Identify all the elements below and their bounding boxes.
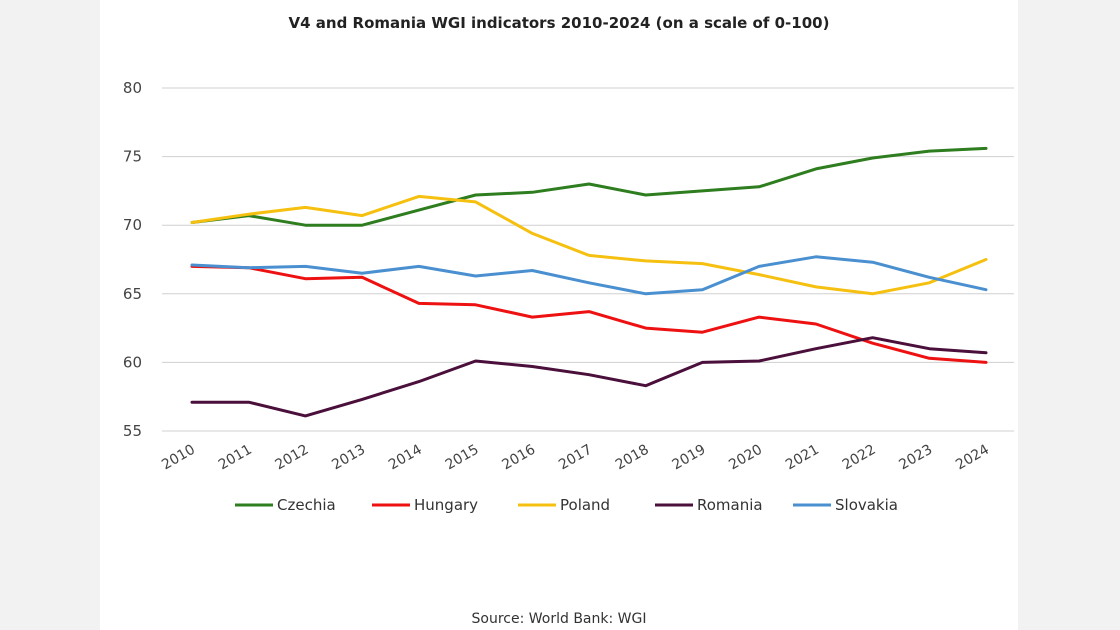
x-tick-label: 2011 [216,442,255,474]
legend-label-hungary: Hungary [414,496,478,514]
x-tick-label: 2010 [159,442,198,474]
y-tick-label: 65 [123,285,142,303]
series-line-slovakia [190,255,988,296]
x-tick-label: 2024 [953,442,992,474]
y-tick-label: 80 [123,79,142,97]
x-tick-label: 2017 [556,442,595,474]
legend-label-poland: Poland [560,496,610,514]
legend-label-romania: Romania [697,496,763,514]
chart-title: V4 and Romania WGI indicators 2010-2024 … [288,14,830,32]
chart-panel: V4 and Romania WGI indicators 2010-2024 … [100,0,1018,630]
series-line-romania [190,336,988,418]
chart-source: Source: World Bank: WGI [471,611,647,627]
x-tick-label: 2015 [443,442,482,474]
x-tick-label: 2023 [896,442,935,474]
x-tick-label: 2013 [329,442,368,474]
line-chart: 80 75 70 65 60 55 2010 2011 2012 2013 2014 2015 2016… [123,79,1014,514]
x-tick-label: 2018 [613,442,652,474]
x-tick-label: 2016 [499,442,538,474]
x-tick-label: 2022 [840,442,879,474]
series-line-hungary [190,264,988,364]
y-tick-label: 60 [123,353,142,371]
x-tick-label: 2021 [783,442,822,474]
x-tick-label: 2020 [726,442,765,474]
legend-label-slovakia: Slovakia [835,496,898,514]
y-tick-label: 70 [123,216,142,234]
legend-label-czechia: Czechia [277,496,336,514]
series-line-czechia [190,146,988,227]
series-line-poland [190,194,988,296]
x-tick-label: 2019 [670,442,709,474]
y-tick-label: 55 [123,422,142,440]
y-tick-label: 75 [123,148,142,166]
x-tick-label: 2014 [386,442,425,474]
x-tick-label: 2012 [273,442,312,474]
